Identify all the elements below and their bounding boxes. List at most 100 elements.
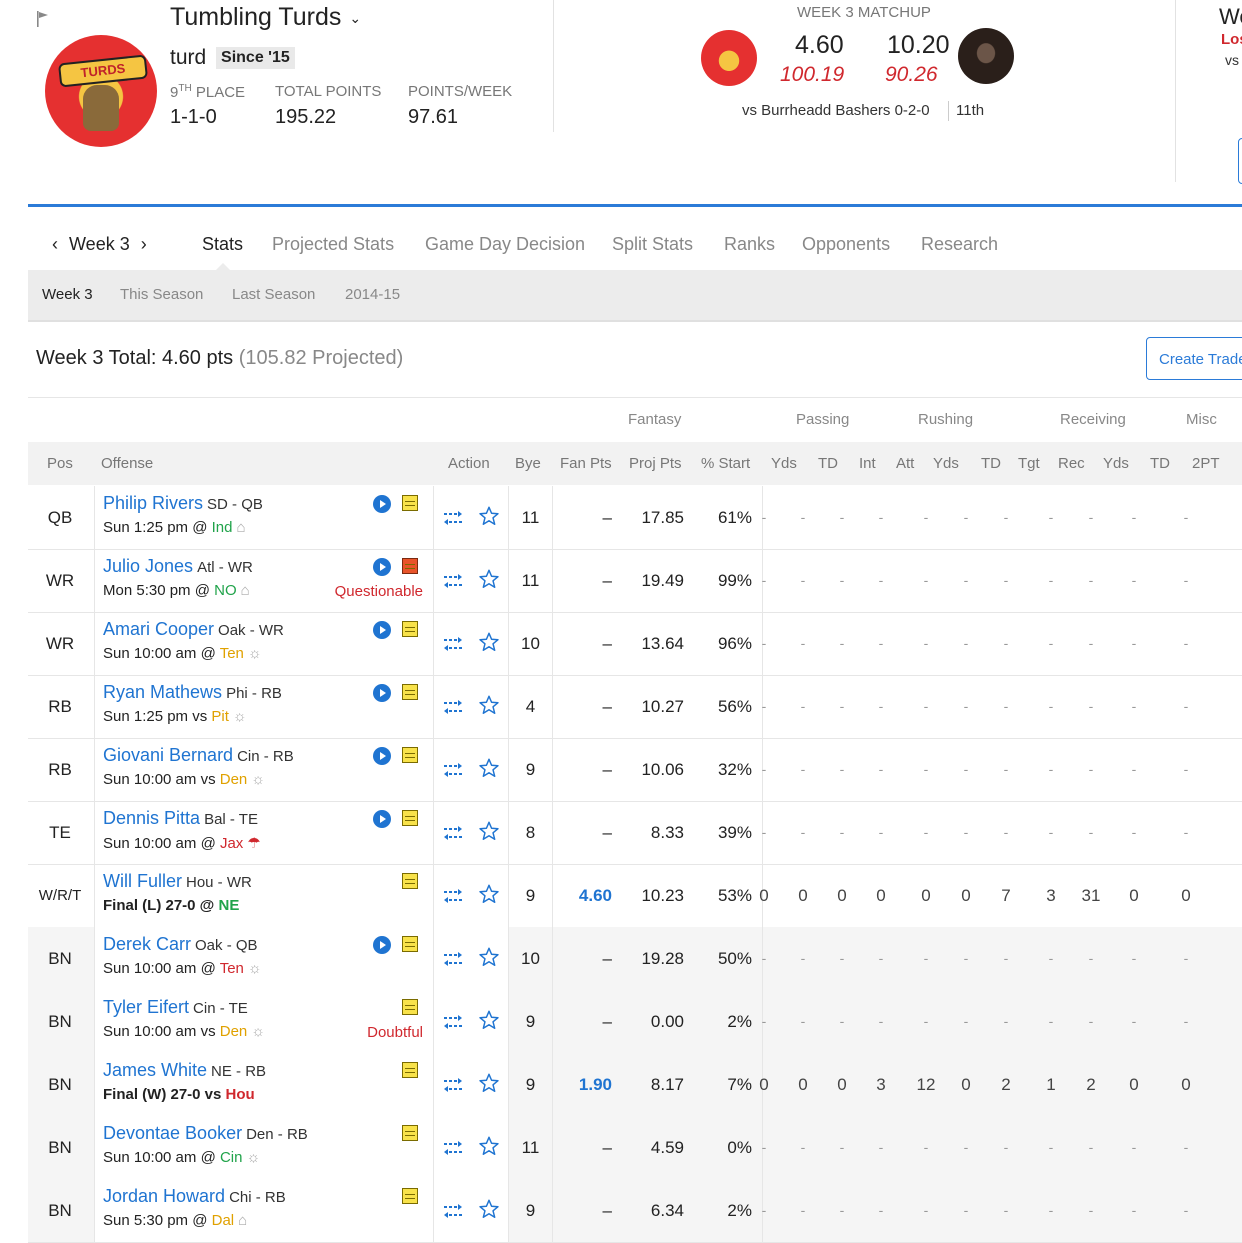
star-icon[interactable] bbox=[478, 568, 500, 590]
col-stat[interactable]: Rec bbox=[1058, 455, 1085, 472]
star-icon[interactable] bbox=[478, 946, 500, 968]
opponent-team[interactable]: Pit bbox=[211, 708, 229, 725]
tab-research[interactable]: Research bbox=[921, 234, 999, 254]
tab-projected-stats[interactable]: Projected Stats bbox=[272, 234, 395, 254]
trade-icon[interactable] bbox=[444, 763, 462, 777]
opponent-team[interactable]: Ten bbox=[219, 960, 244, 977]
opponent-team[interactable]: Jax bbox=[219, 835, 244, 852]
week-label[interactable]: Week 3 bbox=[69, 234, 130, 254]
flag-icon[interactable] bbox=[36, 10, 50, 28]
subtab-2014-15[interactable]: 2014-15 bbox=[345, 286, 401, 303]
player-note-icon[interactable] bbox=[402, 558, 418, 574]
opponent-team[interactable]: Ten bbox=[219, 645, 244, 662]
trade-icon[interactable] bbox=[444, 700, 462, 714]
player-name[interactable]: Will Fuller bbox=[103, 871, 182, 891]
player-name[interactable]: Philip Rivers bbox=[103, 493, 204, 513]
player-note-icon[interactable] bbox=[402, 621, 418, 637]
trade-icon[interactable] bbox=[444, 1078, 462, 1092]
trade-icon[interactable] bbox=[444, 574, 462, 588]
next-week-icon[interactable]: › bbox=[140, 234, 147, 254]
video-play-icon[interactable] bbox=[373, 558, 391, 576]
col-stat[interactable]: Tgt bbox=[1018, 455, 1040, 472]
player-name[interactable]: James White bbox=[103, 1060, 208, 1080]
chevron-down-icon[interactable]: ⌄ bbox=[349, 9, 362, 26]
player-name[interactable]: Amari Cooper bbox=[103, 619, 215, 639]
col-stat[interactable]: Yds bbox=[933, 455, 959, 472]
player-note-icon[interactable] bbox=[402, 936, 418, 952]
player-note-icon[interactable] bbox=[402, 1188, 418, 1204]
trade-icon[interactable] bbox=[444, 1015, 462, 1029]
opponent-team[interactable]: NO bbox=[214, 582, 237, 599]
video-play-icon[interactable] bbox=[373, 684, 391, 702]
opponent-team[interactable]: Hou bbox=[225, 1086, 255, 1103]
star-icon[interactable] bbox=[478, 1198, 500, 1220]
star-icon[interactable] bbox=[478, 820, 500, 842]
player-note-icon[interactable] bbox=[402, 495, 418, 511]
col-stat[interactable]: TD bbox=[818, 455, 838, 472]
player-name[interactable]: Ryan Mathews bbox=[103, 682, 223, 702]
video-play-icon[interactable] bbox=[373, 495, 391, 513]
right-panel-button[interactable] bbox=[1238, 138, 1242, 184]
star-icon[interactable] bbox=[478, 694, 500, 716]
player-note-icon[interactable] bbox=[402, 810, 418, 826]
subtab-last-season[interactable]: Last Season bbox=[232, 286, 316, 303]
star-icon[interactable] bbox=[478, 1009, 500, 1031]
team-name[interactable]: Tumbling Turds ⌄ bbox=[170, 3, 362, 31]
player-name[interactable]: Tyler Eifert bbox=[103, 997, 190, 1017]
star-icon[interactable] bbox=[478, 1135, 500, 1157]
tab-ranks[interactable]: Ranks bbox=[724, 234, 776, 254]
player-name[interactable]: Derek Carr bbox=[103, 934, 192, 954]
star-icon[interactable] bbox=[478, 757, 500, 779]
player-note-icon[interactable] bbox=[402, 747, 418, 763]
player-note-icon[interactable] bbox=[402, 873, 418, 889]
trade-icon[interactable] bbox=[444, 637, 462, 651]
video-play-icon[interactable] bbox=[373, 747, 391, 765]
subtab-this-season[interactable]: This Season bbox=[120, 286, 204, 303]
col-proj-pts[interactable]: Proj Pts bbox=[629, 455, 682, 472]
trade-icon[interactable] bbox=[444, 1141, 462, 1155]
col-stat[interactable]: Int bbox=[859, 455, 876, 472]
player-note-icon[interactable] bbox=[402, 1062, 418, 1078]
star-icon[interactable] bbox=[478, 1072, 500, 1094]
player-note-icon[interactable] bbox=[402, 1125, 418, 1141]
my-team-avatar[interactable] bbox=[701, 30, 757, 86]
col-stat[interactable]: Yds bbox=[1103, 455, 1129, 472]
opponent-team[interactable]: Dal bbox=[211, 1212, 235, 1229]
fan-points[interactable]: 4.60 bbox=[578, 886, 612, 905]
star-icon[interactable] bbox=[478, 631, 500, 653]
fan-points[interactable]: 1.90 bbox=[578, 1075, 612, 1094]
col-stat[interactable]: TD bbox=[981, 455, 1001, 472]
opponent-team[interactable]: Den bbox=[219, 771, 248, 788]
create-trade-button[interactable]: Create Trade bbox=[1146, 337, 1242, 380]
video-play-icon[interactable] bbox=[373, 621, 391, 639]
opponent-link[interactable]: vs Burrheadd Bashers 0-2-0 bbox=[742, 102, 930, 119]
col-stat[interactable]: Att bbox=[896, 455, 915, 472]
video-play-icon[interactable] bbox=[373, 936, 391, 954]
tab-stats[interactable]: Stats bbox=[202, 234, 244, 254]
col-stat[interactable]: TD bbox=[1150, 455, 1170, 472]
tab-game-day-decision[interactable]: Game Day Decision bbox=[425, 234, 586, 254]
opponent-team[interactable]: Cin bbox=[219, 1149, 243, 1166]
tab-split-stats[interactable]: Split Stats bbox=[612, 234, 694, 254]
opponent-team[interactable]: NE bbox=[218, 897, 240, 914]
col-fan-pts[interactable]: Fan Pts bbox=[560, 455, 612, 472]
player-note-icon[interactable] bbox=[402, 684, 418, 700]
trade-icon[interactable] bbox=[444, 952, 462, 966]
star-icon[interactable] bbox=[478, 883, 500, 905]
subtab-week[interactable]: Week 3 bbox=[42, 286, 93, 303]
opponent-team[interactable]: Den bbox=[219, 1023, 248, 1040]
prev-week-icon[interactable]: ‹ bbox=[52, 234, 58, 254]
player-name[interactable]: Julio Jones bbox=[103, 556, 194, 576]
trade-icon[interactable] bbox=[444, 1204, 462, 1218]
col-stat[interactable]: 2PT bbox=[1192, 455, 1220, 472]
opponent-team[interactable]: Ind bbox=[211, 519, 233, 536]
opponent-avatar[interactable] bbox=[958, 28, 1014, 84]
player-name[interactable]: Dennis Pitta bbox=[103, 808, 201, 828]
player-name[interactable]: Jordan Howard bbox=[103, 1186, 226, 1206]
video-play-icon[interactable] bbox=[373, 810, 391, 828]
star-icon[interactable] bbox=[478, 505, 500, 527]
player-name[interactable]: Giovani Bernard bbox=[103, 745, 234, 765]
player-name[interactable]: Devontae Booker bbox=[103, 1123, 243, 1143]
trade-icon[interactable] bbox=[444, 889, 462, 903]
player-note-icon[interactable] bbox=[402, 999, 418, 1015]
